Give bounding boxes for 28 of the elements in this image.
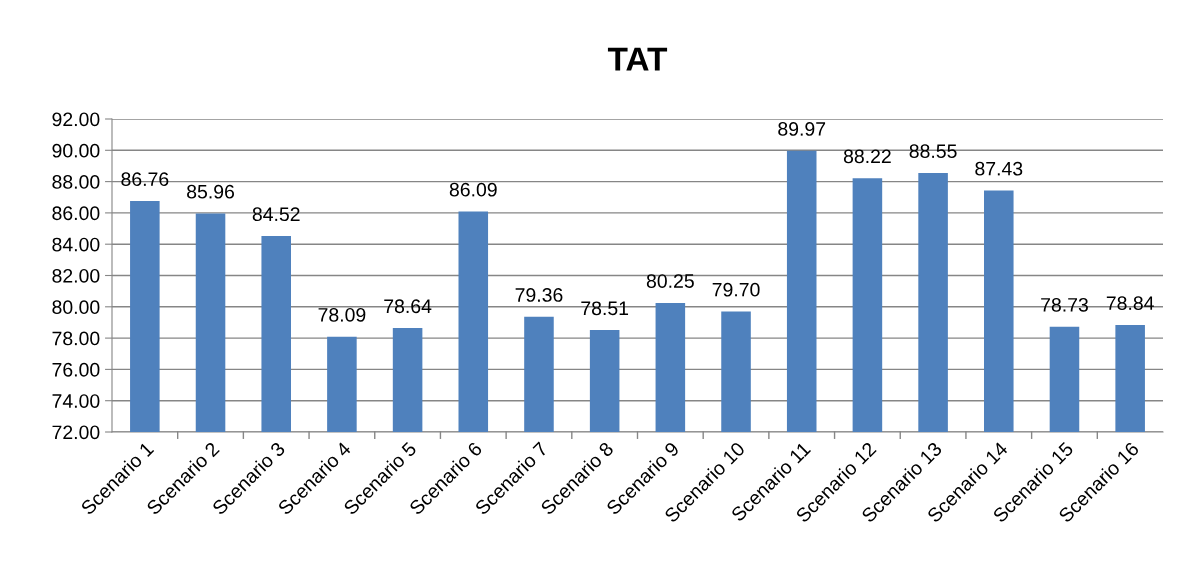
y-tick-label: 88.00 [52, 175, 100, 189]
data-label: 78.73 [1041, 297, 1088, 312]
data-label: 85.96 [187, 184, 235, 199]
y-tick-label: 76.00 [52, 362, 100, 377]
data-label: 84.52 [252, 207, 300, 222]
y-tick-label: 80.00 [52, 300, 100, 315]
y-tick-label: 78.00 [52, 331, 100, 346]
data-label: 79.70 [712, 282, 760, 297]
chart-title: TAT [607, 47, 668, 71]
data-label: 89.97 [778, 122, 826, 136]
y-tick-label: 90.00 [52, 143, 100, 158]
data-label: 86.09 [449, 182, 497, 197]
data-label: 79.36 [515, 288, 563, 302]
data-label: 78.64 [384, 299, 432, 314]
y-tick-label: 82.00 [52, 268, 100, 283]
data-label: 80.25 [646, 274, 694, 288]
data-label: 88.55 [909, 144, 957, 159]
data-label: 86.76 [121, 172, 169, 187]
data-label: 78.51 [581, 301, 629, 316]
y-tick-label: 84.00 [52, 237, 100, 252]
data-label: 87.43 [975, 161, 1023, 176]
y-tick-label: 72.00 [52, 425, 100, 440]
data-label: 88.22 [843, 149, 891, 164]
y-tick-label: 86.00 [52, 206, 100, 221]
y-tick-label: 92.00 [52, 112, 100, 127]
y-tick-label: 74.00 [52, 394, 100, 408]
data-label: 78.84 [1106, 296, 1154, 310]
data-label: 78.09 [318, 307, 366, 322]
